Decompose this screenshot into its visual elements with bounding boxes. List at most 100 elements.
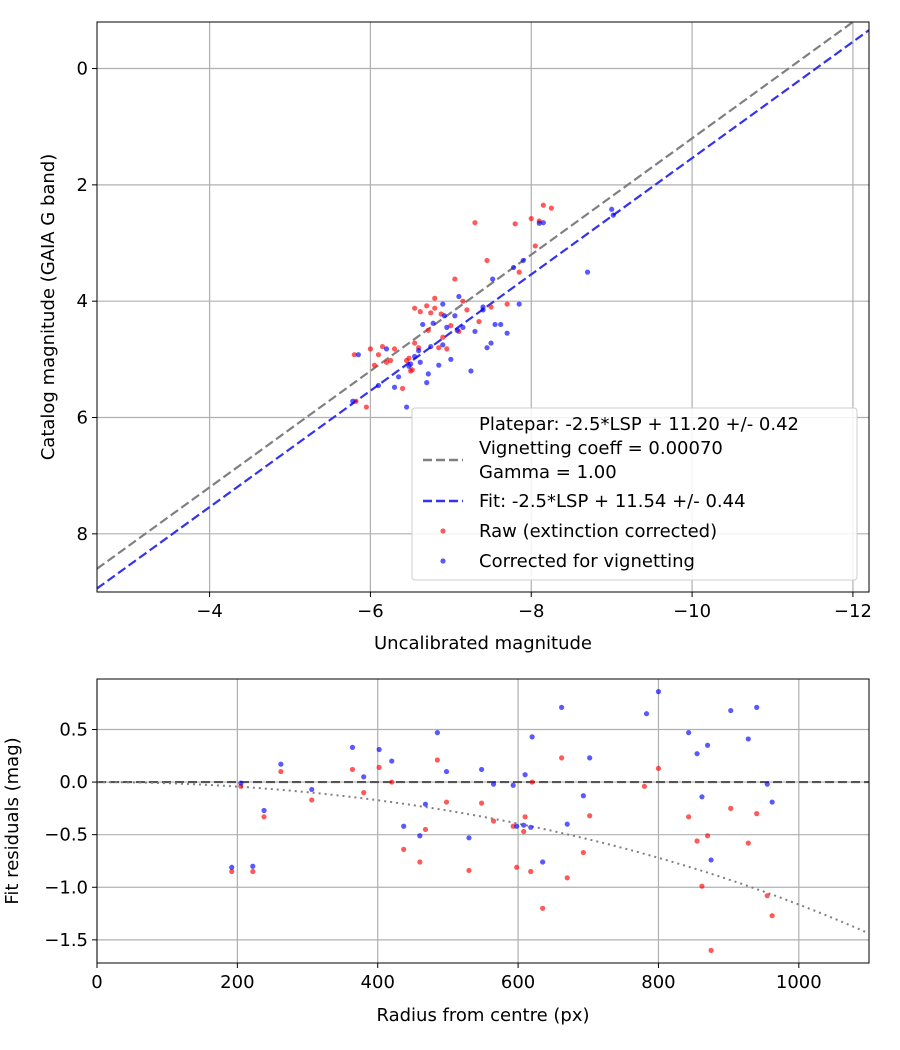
corrected-point [609,206,615,212]
raw-point [540,905,546,911]
x-tick-label: 600 [501,972,535,993]
raw-point [529,779,535,785]
x-tick-label: 200 [220,972,254,993]
raw-point [587,813,593,819]
raw-point [514,864,520,870]
raw-point [490,818,497,824]
corrected-point [745,736,751,742]
raw-point [464,307,470,313]
raw-point [484,257,490,264]
corrected-point [417,833,423,839]
raw-point [476,318,482,325]
corrected-point [699,794,705,800]
corrected-point [584,269,591,275]
corrected-point [416,348,422,354]
legend-platepar-line-1: Platepar: -2.5*LSP + 11.20 +/- 0.42 [479,414,799,435]
raw-point [229,868,235,875]
legend-box [411,407,858,581]
corrected-point [389,758,395,764]
raw-point [367,346,374,352]
corrected-point [754,704,760,711]
raw-point [401,846,407,853]
residuals-plot-xticks: 0 200 400 600 800 1000 [91,963,822,993]
corrected-point [520,257,526,264]
corrected-point [564,821,570,827]
x-tick-label: −4 [196,601,223,622]
corrected-point [528,824,534,830]
corrected-point [417,359,423,365]
corrected-point [480,307,486,313]
raw-point [375,352,382,358]
raw-point [512,221,518,227]
corrected-point [490,276,496,282]
corrected-point [229,864,235,870]
calibration-plot-xticks: −4 −6 −8 −10 −12 [196,592,872,622]
x-tick-label: 0 [91,972,102,993]
raw-point [540,202,546,208]
raw-point [704,833,711,839]
raw-point [417,309,423,315]
residuals-plot-ylabel: Fit residuals (mag) [2,737,23,904]
corrected-point [466,835,472,841]
y-tick-label: 2 [77,175,88,196]
raw-point [432,295,438,301]
corrected-point [355,352,361,358]
raw-point [655,765,662,772]
raw-point [472,220,478,226]
raw-point [261,814,267,820]
x-tick-label: −12 [834,601,872,622]
corrected-point [704,742,711,748]
raw-point [488,304,494,310]
corrected-point [516,301,522,307]
residuals-plot-xlabel: Radius from centre (px) [376,1005,589,1026]
raw-point [686,814,692,820]
raw-point [363,404,369,410]
corrected-point [261,807,267,814]
legend-raw-label: Raw (extinction corrected) [479,521,717,542]
calibration-plot-yticks: 0 2 4 6 8 [77,59,97,545]
corrected-point [655,689,662,695]
corrected-point [769,799,775,805]
raw-point [559,755,565,761]
corrected-point [694,751,700,757]
corrected-point [376,746,382,753]
raw-point [548,205,554,211]
corrected-point [536,220,542,226]
corrected-point [375,382,382,389]
raw-point [406,355,412,361]
raw-point [764,893,770,899]
calibration-plot-points [350,202,616,410]
y-tick-label: −1.0 [44,877,88,898]
raw-point [522,814,528,820]
corrected-point [424,380,430,386]
corrected-point [278,761,284,767]
corrected-point [440,342,446,348]
corrected-point [610,212,616,218]
raw-point [754,811,760,817]
corrected-point [454,327,460,333]
corrected-point [764,781,770,787]
corrected-point [686,730,692,736]
corrected-point [540,859,546,865]
corrected-point [587,755,593,761]
corrected-point [428,343,434,350]
corrected-point [456,293,462,300]
residuals-plot-lines [97,780,869,935]
corrected-point [425,371,431,377]
corrected-point [580,793,586,799]
raw-point [728,805,734,811]
raw-point [436,345,442,351]
residuals-plot-points [229,689,775,953]
raw-point [528,868,534,875]
corrected-point [420,321,426,328]
corrected-point [643,711,650,717]
raw-point [417,859,423,865]
legend-platepar-line-2: Vignetting coeff = 0.00070 [479,438,723,459]
y-tick-label: −1.5 [44,930,88,951]
corrected-point [514,823,520,829]
raw-point [376,764,382,770]
corrected-point [510,782,516,788]
corrected-point [383,346,390,352]
corrected-point [728,707,734,714]
residuals-plot: 0 200 400 600 800 1000 0.5 0.0 −0.5 −1.0 −1.5 Rad… [2,678,870,1026]
